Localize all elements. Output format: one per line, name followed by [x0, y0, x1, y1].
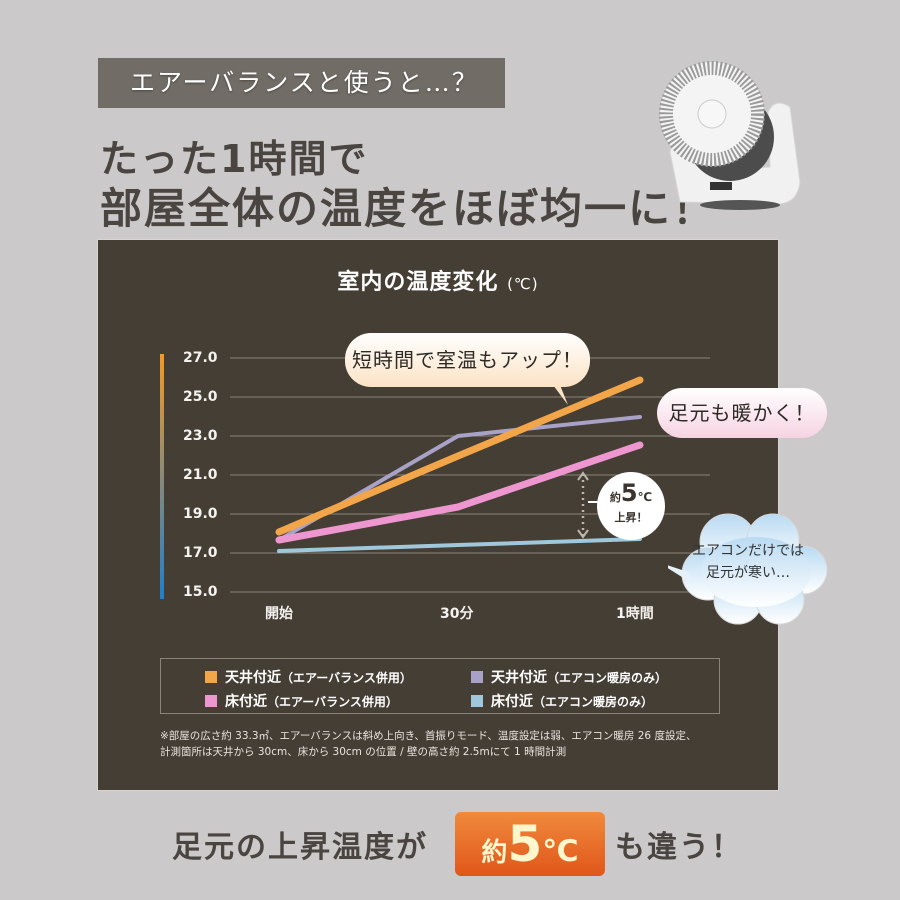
x-tick: 30分	[440, 606, 474, 622]
legend-item: 天井付近（エアコン暖房のみ）	[471, 667, 667, 687]
series-floor-ac-only	[277, 537, 642, 553]
series-ceiling-airbalance	[275, 376, 644, 536]
headline-line-1: たった1時間で	[100, 137, 369, 181]
y-tick: 27.0	[183, 350, 218, 366]
line-chart	[160, 354, 710, 599]
cloud-bubble-icon	[668, 513, 828, 625]
y-tick: 25.0	[183, 389, 218, 405]
temperature-gradient-bar	[160, 354, 164, 599]
series-floor-airbalance	[275, 441, 644, 544]
callout-quick-warmup: 短時間で室温もアップ！	[345, 333, 590, 387]
footer-text-after: も違う！	[615, 830, 743, 865]
legend-item: 床付近（エアーバランス併用）	[205, 691, 398, 711]
legend-swatch-orange	[205, 671, 217, 683]
y-tick: 21.0	[183, 467, 218, 483]
difference-badge: 約5℃ 上昇！	[597, 472, 665, 540]
chart-legend: 天井付近（エアーバランス併用） 天井付近（エアコン暖房のみ） 床付近（エアーバラ…	[160, 658, 720, 714]
chart-title: 室内の温度変化 (℃)	[337, 270, 539, 295]
legend-item: 床付近（エアコン暖房のみ）	[471, 691, 653, 711]
x-tick: 1時間	[616, 606, 654, 622]
intro-banner: エアーバランスと使うと…？	[98, 58, 505, 108]
legend-swatch-lightblue	[471, 695, 483, 707]
y-tick: 17.0	[183, 545, 218, 561]
headline-line-2: 部屋全体の温度をほぼ均一に！	[100, 184, 717, 233]
callout-warm-feet: 足元も暖かく！	[657, 388, 827, 438]
measurement-note: ※部屋の広さ約 33.3㎡、エアーバランスは斜め上向き、首振りモード、温度設定は…	[160, 730, 697, 758]
footer-text-before: 足元の上昇温度が	[172, 830, 428, 865]
x-tick: 開始	[265, 606, 293, 622]
legend-item: 天井付近（エアーバランス併用）	[205, 667, 412, 687]
footer-temperature-badge: 約5℃	[455, 812, 605, 876]
legend-swatch-purple	[471, 671, 483, 683]
circulator-fan-icon	[659, 61, 801, 210]
chart-panel: 室内の温度変化 (℃) 27.0 25.0 2	[98, 240, 778, 790]
legend-swatch-pink	[205, 695, 217, 707]
y-tick: 23.0	[183, 428, 218, 444]
y-tick: 15.0	[183, 584, 218, 600]
y-tick: 19.0	[183, 506, 218, 522]
callout-cold-feet: エアコンだけでは 足元が寒い…	[692, 543, 804, 581]
